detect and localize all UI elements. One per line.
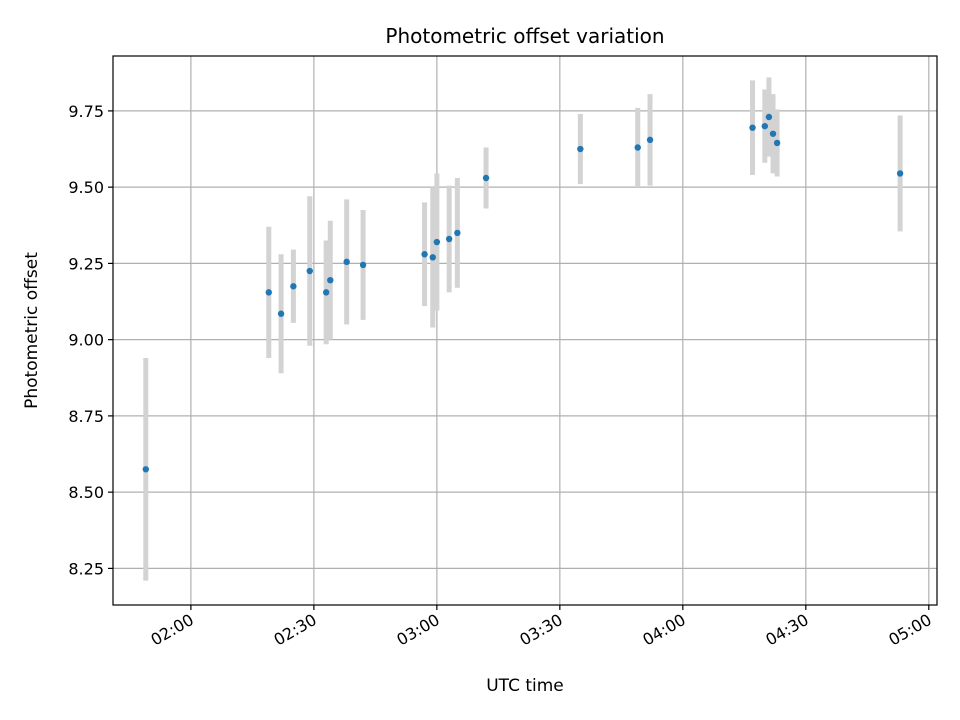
data-point [290, 283, 297, 290]
y-tick-label: 9.75 [68, 102, 104, 121]
chart-title: Photometric offset variation [385, 24, 664, 48]
data-point [577, 145, 584, 153]
y-axis-label: Photometric offset [22, 252, 42, 409]
data-point [646, 136, 654, 144]
data-point [322, 289, 330, 296]
data-point [343, 258, 350, 266]
x-tick-label: 02:30 [270, 610, 319, 650]
data-point [429, 254, 436, 261]
data-point [327, 276, 334, 284]
data-point [445, 235, 453, 243]
y-tick-label: 9.50 [68, 178, 104, 197]
y-tick-label: 8.75 [68, 407, 104, 426]
data-point [769, 130, 777, 137]
data-point [761, 122, 769, 130]
data-point [773, 139, 781, 147]
y-tick-label: 8.25 [68, 559, 104, 578]
y-tick-label: 8.50 [68, 483, 104, 502]
y-tick-label: 9.25 [68, 254, 104, 273]
data-point [634, 144, 641, 151]
data-point [749, 124, 756, 131]
data-point [265, 289, 272, 296]
data-point [896, 170, 904, 177]
plot-frame [112, 55, 938, 606]
x-tick-label: 03:30 [516, 610, 565, 650]
data-point [454, 229, 461, 237]
data-point [433, 238, 441, 246]
x-tick-label: 03:00 [393, 610, 442, 650]
x-tick-label: 04:30 [762, 610, 811, 650]
data-point [306, 267, 313, 275]
data-point [421, 251, 428, 258]
x-tick-label: 04:00 [639, 610, 688, 650]
y-tick-label: 9.00 [68, 331, 104, 350]
x-axis-label: UTC time [486, 676, 564, 696]
x-tick-label: 05:00 [885, 610, 934, 650]
data-point [142, 466, 149, 473]
data-point [765, 113, 773, 121]
y-axis-ticks: 8.25 8.50 8.75 9.00 9.25 9.50 9.75 [68, 102, 113, 578]
data-point [482, 174, 490, 182]
data-point [277, 310, 285, 317]
grid-lines [113, 56, 937, 605]
data-points [142, 113, 904, 473]
x-axis-ticks: 02:00 02:30 03:00 03:30 04:00 04:30 05:00 [147, 605, 935, 650]
data-point [359, 261, 367, 269]
error-bars [143, 77, 903, 581]
x-tick-label: 02:00 [147, 610, 196, 650]
